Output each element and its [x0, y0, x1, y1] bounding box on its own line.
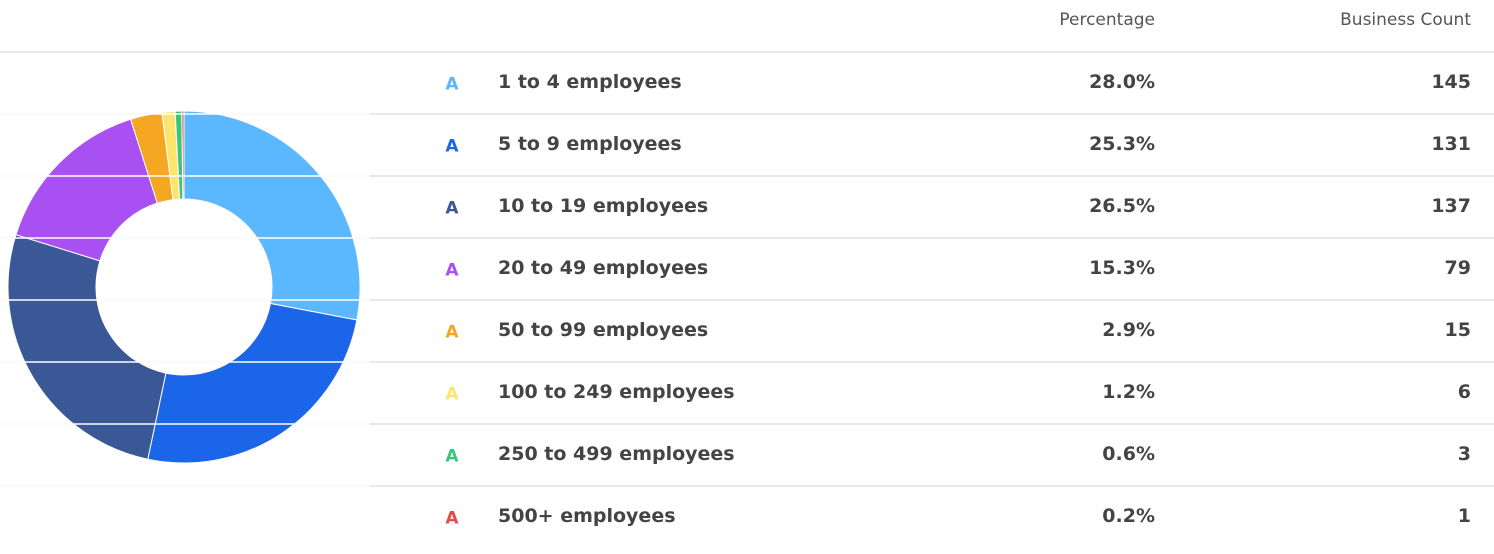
- legend-marker: A: [445, 75, 459, 95]
- percentage: 2.9%: [1102, 319, 1155, 341]
- category-label: 50 to 99 employees: [498, 319, 708, 341]
- category-label: 1 to 4 employees: [498, 71, 682, 93]
- donut: [7, 110, 361, 464]
- donut-slice: [15, 118, 158, 262]
- column-header: Business Count: [1340, 10, 1471, 30]
- percentage: 15.3%: [1089, 257, 1155, 279]
- business-count: 137: [1431, 195, 1471, 217]
- percentage: 1.2%: [1102, 381, 1155, 403]
- category-label: 5 to 9 employees: [498, 133, 682, 155]
- percentage: 0.2%: [1102, 505, 1155, 527]
- legend-marker: A: [445, 199, 459, 219]
- category-label: 10 to 19 employees: [498, 195, 708, 217]
- business-count: 79: [1445, 257, 1471, 279]
- column-header: Percentage: [1059, 10, 1155, 30]
- business-count: 6: [1458, 381, 1471, 403]
- donut-slice: [183, 110, 361, 321]
- business-count: 145: [1431, 71, 1471, 93]
- donut-slice: [7, 234, 167, 460]
- legend-marker: A: [445, 137, 459, 157]
- percentage: 26.5%: [1089, 195, 1155, 217]
- percentage: 0.6%: [1102, 443, 1155, 465]
- percentage: 28.0%: [1089, 71, 1155, 93]
- category-label: 500+ employees: [498, 505, 676, 527]
- row-lines-over: [0, 113, 370, 487]
- donut-slice: [147, 302, 358, 464]
- business-count: 3: [1458, 443, 1471, 465]
- business-count: 1: [1458, 505, 1471, 527]
- business-count: 131: [1431, 133, 1471, 155]
- donut-slice: [181, 110, 185, 200]
- category-label: 20 to 49 employees: [498, 257, 708, 279]
- category-label: 250 to 499 employees: [498, 443, 735, 465]
- category-label: 100 to 249 employees: [498, 381, 735, 403]
- business-count: 15: [1445, 319, 1471, 341]
- legend-marker: A: [445, 447, 459, 467]
- percentage: 25.3%: [1089, 133, 1155, 155]
- legend-marker: A: [445, 509, 459, 529]
- legend-marker: A: [445, 261, 459, 281]
- legend-marker: A: [445, 385, 459, 405]
- legend-marker: A: [445, 323, 459, 343]
